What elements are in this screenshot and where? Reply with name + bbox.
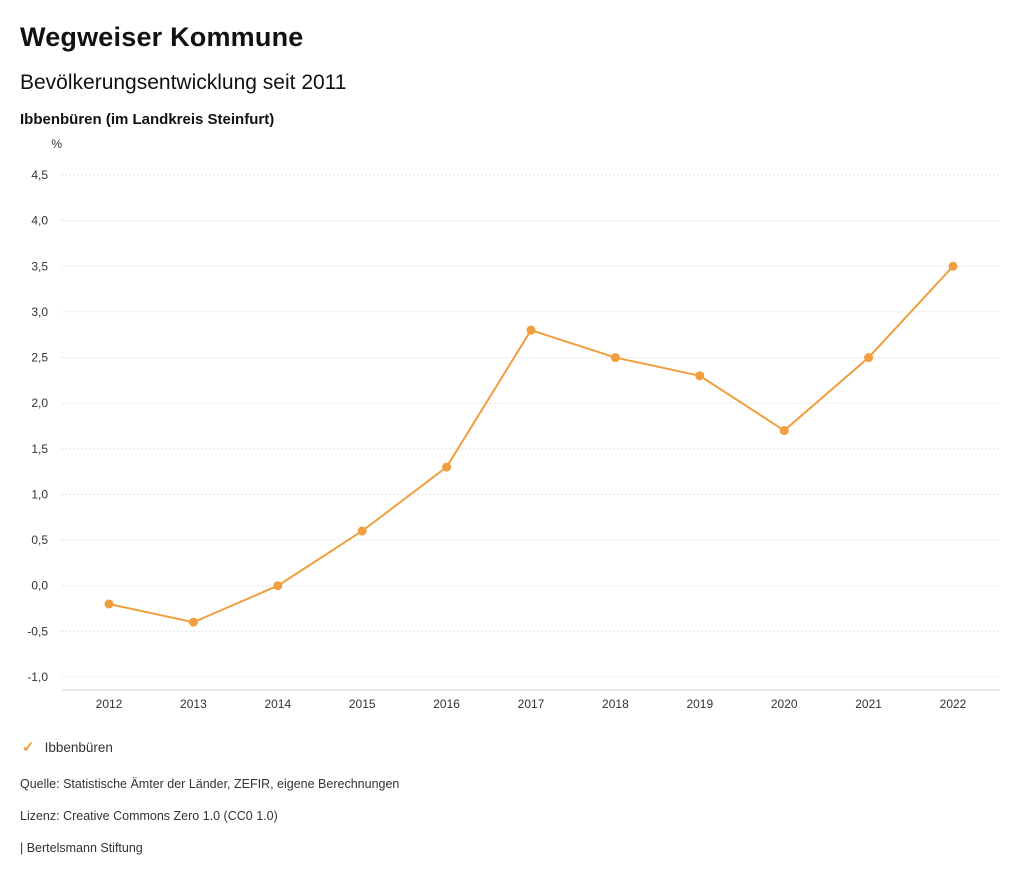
- series-line: [108, 265, 954, 624]
- y-tick-label: 2,5: [31, 351, 48, 365]
- chart-footer: Quelle: Statistische Ämter der Länder, Z…: [0, 777, 1024, 855]
- license-text: Lizenz: Creative Commons Zero 1.0 (CC0 1…: [20, 809, 278, 823]
- data-point[interactable]: [610, 353, 620, 363]
- check-icon: ✓: [22, 739, 35, 756]
- data-point[interactable]: [273, 581, 283, 591]
- x-tick-label: 2015: [349, 697, 376, 711]
- y-tick-label: 4,5: [31, 168, 48, 182]
- data-point[interactable]: [357, 526, 367, 536]
- x-tick-label: 2017: [518, 697, 545, 711]
- y-tick-label: 2,0: [31, 396, 48, 410]
- chart-title: Bevölkerungsentwicklung seit 2011: [20, 71, 347, 94]
- x-tick-label: 2022: [940, 697, 967, 711]
- attribution-text: | Bertelsmann Stiftung: [20, 841, 143, 855]
- legend-item-ibbenbueren[interactable]: ✓ Ibbenbüren: [22, 740, 113, 755]
- y-axis-unit-label: %: [51, 137, 62, 151]
- data-point[interactable]: [188, 617, 198, 627]
- y-tick-label: 0,5: [31, 533, 48, 547]
- y-tick-label: 4,0: [31, 214, 48, 228]
- y-tick-label: 3,0: [31, 305, 48, 319]
- legend-label: Ibbenbüren: [44, 740, 113, 755]
- x-tick-label: 2019: [686, 697, 713, 711]
- data-point[interactable]: [442, 462, 452, 472]
- data-point[interactable]: [948, 261, 958, 271]
- chart-location-subtitle: Ibbenbüren (im Landkreis Steinfurt): [20, 111, 275, 128]
- data-point[interactable]: [526, 325, 536, 335]
- source-text: Quelle: Statistische Ämter der Länder, Z…: [20, 777, 400, 791]
- chart-header: Wegweiser Kommune Bevölkerungsentwicklun…: [0, 0, 1024, 128]
- x-tick-label: 2020: [771, 697, 798, 711]
- y-tick-label: 0,0: [31, 579, 48, 593]
- app-title: Wegweiser Kommune: [20, 22, 304, 52]
- data-point[interactable]: [104, 599, 114, 609]
- y-tick-label: 1,0: [31, 487, 48, 501]
- population-line-chart[interactable]: % 4,5 4,0 3,5 3,0 2,5 2,0 1,5 1,0 0,5 0,0 -0,5 -1,0 2…: [0, 130, 1024, 722]
- x-tick-label: 2016: [433, 697, 460, 711]
- line-chart-container: % 4,5 4,0 3,5 3,0 2,5 2,0 1,5 1,0 0,5 0,0 -0,5 -1,0 2…: [0, 130, 1024, 722]
- x-tick-label: 2012: [96, 697, 123, 711]
- x-tick-label: 2013: [180, 697, 207, 711]
- x-tick-label: 2018: [602, 697, 629, 711]
- data-point[interactable]: [864, 353, 874, 363]
- x-tick-label: 2014: [264, 697, 291, 711]
- data-point[interactable]: [779, 426, 789, 436]
- y-tick-label: -0,5: [27, 624, 48, 638]
- y-tick-label: 3,5: [31, 259, 48, 273]
- data-point[interactable]: [695, 371, 705, 381]
- chart-legend: ✓ Ibbenbüren: [0, 740, 1024, 755]
- y-tick-label: 1,5: [31, 442, 48, 456]
- x-tick-label: 2021: [855, 697, 882, 711]
- y-tick-label: -1,0: [27, 670, 48, 684]
